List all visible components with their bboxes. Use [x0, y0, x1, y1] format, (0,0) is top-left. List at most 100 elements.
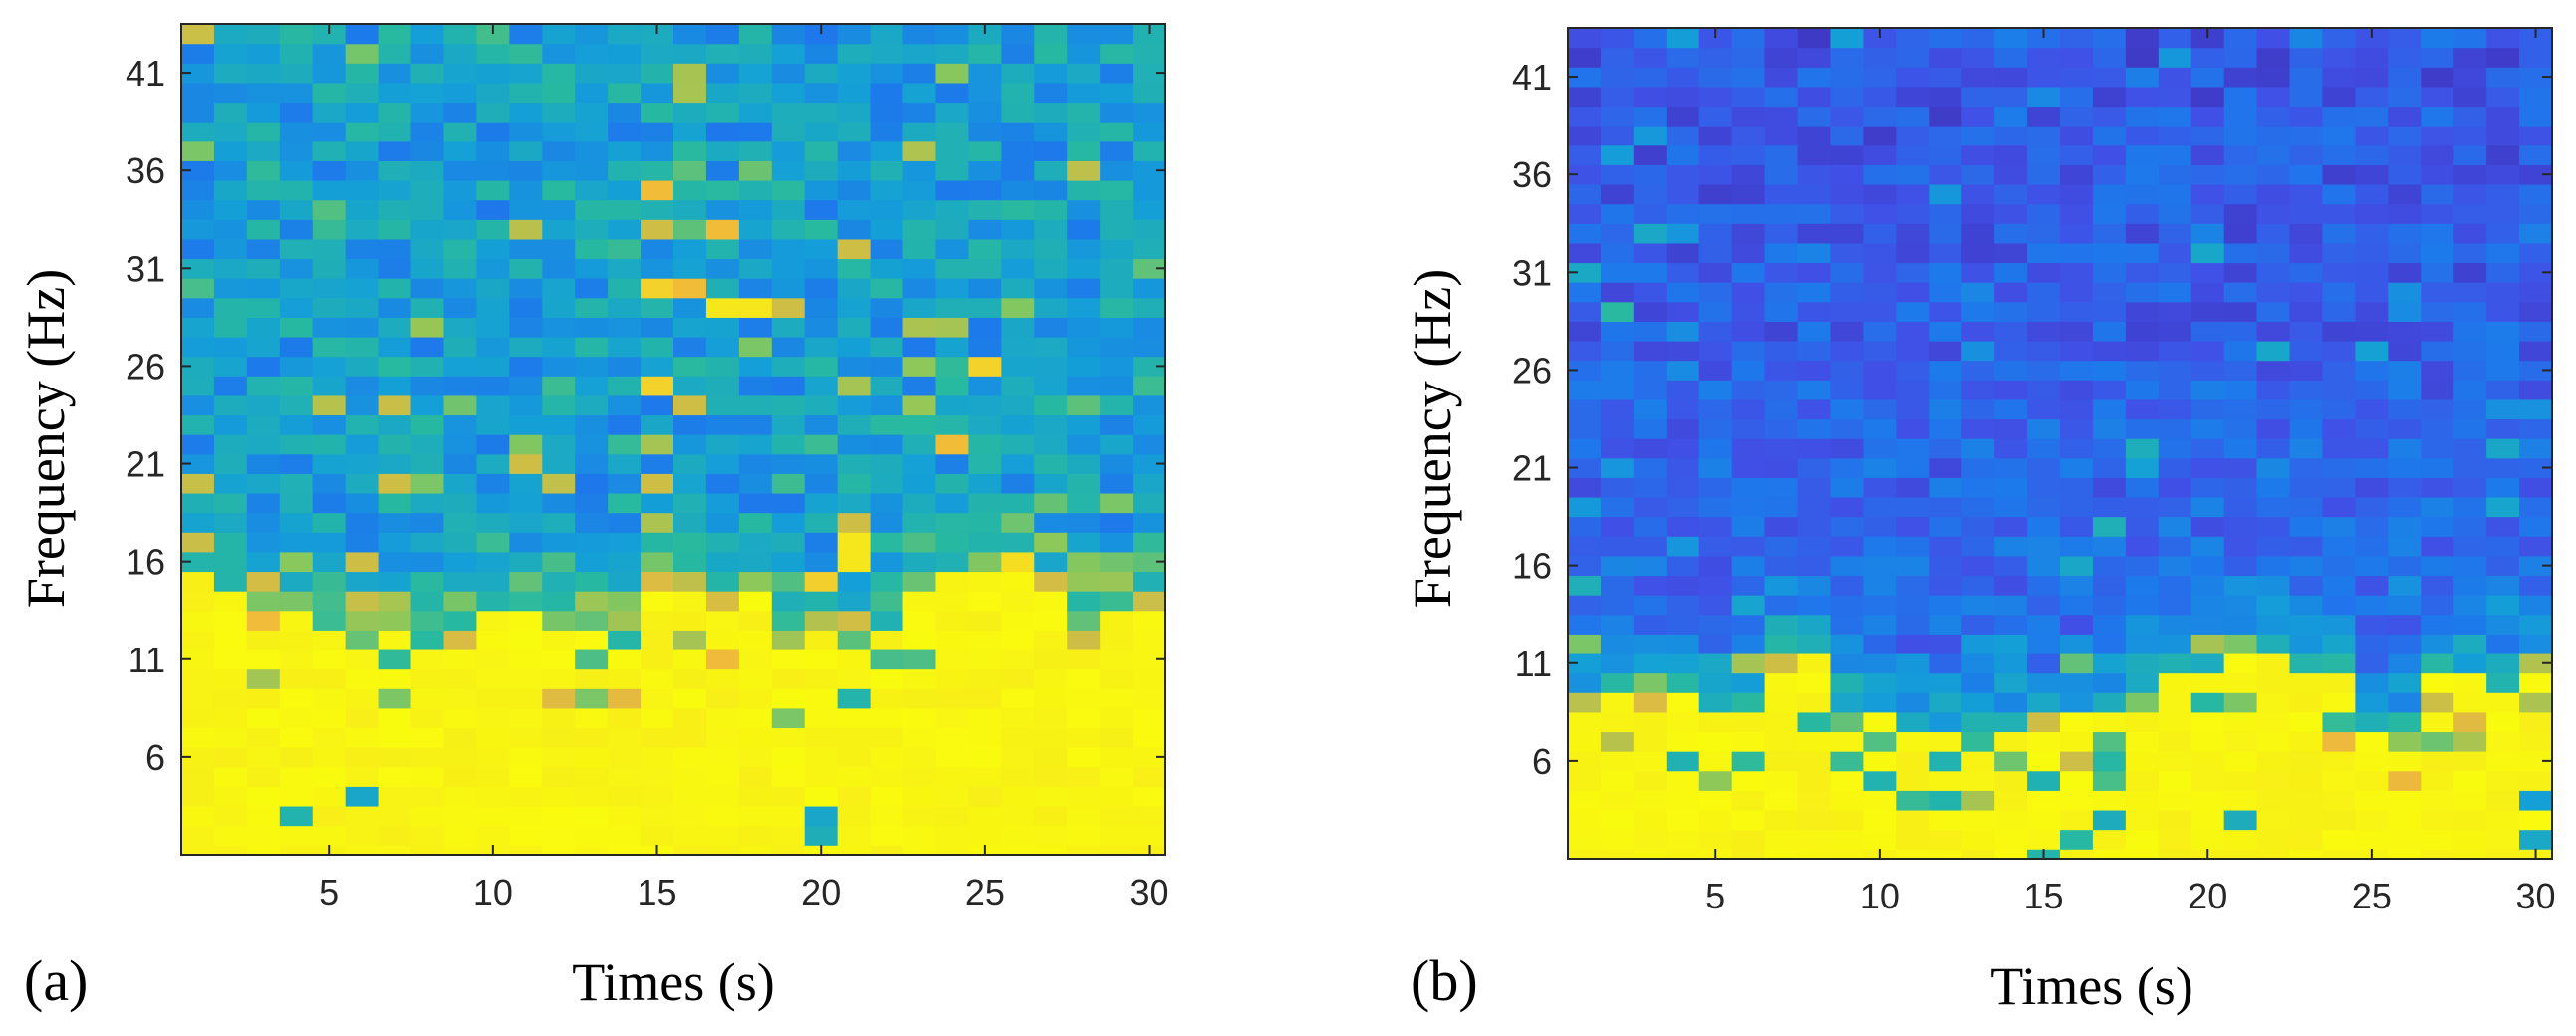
heatmap-cell: [1001, 571, 1035, 592]
heatmap-cell: [738, 356, 773, 377]
heatmap-cell: [1797, 711, 1832, 733]
heatmap-cell: [804, 434, 839, 455]
heatmap-cell: [968, 630, 1002, 650]
heatmap-cell: [1994, 398, 2028, 420]
heatmap-cell: [1863, 692, 1897, 713]
heatmap-cell: [2027, 575, 2061, 596]
heatmap-cell: [2190, 790, 2225, 811]
heatmap-cell: [312, 786, 347, 807]
heatmap-cell: [279, 766, 314, 787]
heatmap-cell: [345, 825, 380, 846]
heatmap-cell: [2453, 67, 2487, 88]
heatmap-cell: [837, 278, 872, 299]
heatmap-cell: [968, 82, 1002, 104]
heatmap-cell: [837, 688, 872, 709]
heatmap-cell: [2322, 126, 2356, 146]
heatmap-cell: [1100, 571, 1134, 592]
heatmap-cell: [2027, 321, 2061, 342]
heatmap-cell: [1731, 477, 1766, 498]
heatmap-cell: [246, 336, 281, 358]
heatmap-cell: [312, 492, 347, 514]
heatmap-cell: [1633, 751, 1668, 772]
heatmap-cell: [2388, 28, 2422, 49]
heatmap-cell: [608, 160, 642, 181]
heatmap-cell: [935, 336, 969, 358]
heatmap-cell: [410, 199, 445, 220]
heatmap-cell: [1830, 849, 1864, 860]
heatmap-cell: [575, 199, 609, 220]
heatmap-cell: [2092, 536, 2127, 557]
heatmap-cell: [1764, 790, 1799, 811]
heatmap-cell: [1133, 394, 1166, 416]
heatmap-cell: [1994, 692, 2028, 713]
heatmap-cell: [641, 82, 674, 104]
heatmap-cell: [705, 747, 740, 768]
heatmap-cell: [1994, 164, 2028, 185]
heatmap-cell: [2158, 164, 2192, 185]
heatmap-cell: [378, 591, 412, 612]
heatmap-cell: [1633, 223, 1668, 244]
heatmap-cell: [2453, 86, 2487, 108]
heatmap-cell: [509, 766, 543, 787]
heatmap-cell: [345, 766, 380, 787]
heatmap-cell: [509, 414, 543, 435]
heatmap-cell: [2223, 731, 2258, 752]
heatmap-cell: [608, 610, 642, 631]
heatmap-cell: [1633, 321, 1668, 342]
heatmap-cell: [804, 160, 839, 181]
heatmap-cell: [2289, 28, 2324, 49]
heatmap-cell: [608, 238, 642, 260]
heatmap-cell: [1666, 809, 1700, 831]
heatmap-cell: [1929, 242, 1962, 264]
heatmap-cell: [1001, 707, 1035, 729]
heatmap-cell: [935, 630, 969, 650]
heatmap-cell: [181, 727, 215, 748]
heatmap-cell: [542, 551, 576, 573]
heatmap-cell: [902, 532, 937, 553]
heatmap-cell: [213, 43, 248, 64]
heatmap-cell: [1067, 199, 1101, 220]
heatmap-cell: [837, 43, 872, 64]
heatmap-cell: [2223, 790, 2258, 811]
heatmap-cell: [1034, 453, 1068, 474]
heatmap-cell: [246, 845, 281, 856]
heatmap-cell: [246, 532, 281, 553]
heatmap-cell: [2453, 555, 2487, 577]
heatmap-cell: [1698, 203, 1733, 224]
heatmap-cell: [804, 82, 839, 104]
heatmap-cell: [1034, 82, 1068, 104]
heatmap-cell: [968, 688, 1002, 709]
heatmap-cell: [542, 414, 576, 435]
heatmap-cell: [2158, 282, 2192, 303]
heatmap-cell: [2322, 164, 2356, 185]
heatmap-cell: [673, 336, 707, 358]
heatmap-cell: [279, 825, 314, 846]
heatmap-cell: [2223, 126, 2258, 146]
heatmap-cell: [1034, 727, 1068, 748]
heatmap-cell: [1764, 183, 1799, 205]
heatmap-cell: [476, 473, 510, 494]
heatmap-cell: [2486, 731, 2520, 752]
heatmap-cell: [2322, 790, 2356, 811]
heatmap-cell: [1698, 672, 1733, 693]
heatmap-cell: [608, 630, 642, 650]
heatmap-cell: [345, 160, 380, 181]
heatmap-cell: [1830, 516, 1864, 537]
heatmap-cell: [902, 102, 937, 123]
heatmap-cell: [1133, 727, 1166, 748]
heatmap-cell: [2060, 770, 2094, 791]
heatmap-cell: [1133, 140, 1166, 161]
heatmap-cell: [1600, 555, 1635, 577]
heatmap-cell: [2388, 282, 2422, 303]
heatmap-cell: [902, 786, 937, 807]
heatmap-cell: [705, 688, 740, 709]
heatmap-cell: [1961, 614, 1995, 635]
heatmap-cell: [2125, 652, 2160, 674]
heatmap-cell: [1896, 360, 1930, 381]
heatmap-cell: [1100, 630, 1134, 650]
heatmap-cell: [1600, 614, 1635, 635]
heatmap-cell: [968, 376, 1002, 396]
heatmap-cell: [1961, 555, 1995, 577]
heatmap-cell: [738, 707, 773, 729]
heatmap-cell: [1863, 223, 1897, 244]
